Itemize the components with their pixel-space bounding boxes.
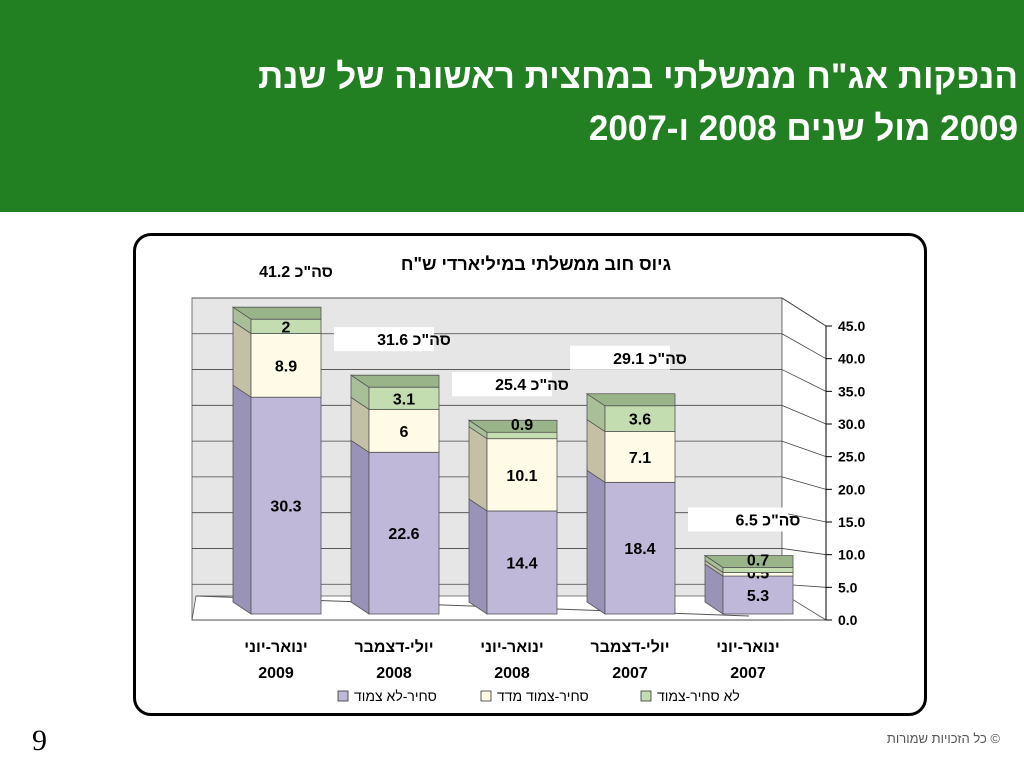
- total-label: סה"כ 6.5: [736, 512, 801, 529]
- total-label-box: [334, 327, 434, 352]
- chart: 0.0 5.0 10.0 15.0 20.0 25.0 30.0 35.0 40.0 45.0 גי…: [191, 254, 865, 704]
- bar-value-label: 14.4: [506, 555, 537, 572]
- bar-top: [585, 393, 676, 407]
- slide-title-line-2: 2009 מול שנים 2008 ו-2007: [588, 109, 1018, 148]
- bar-value-label: 0.7: [747, 552, 769, 569]
- chart-title: גיוס חוב ממשלתי במיליארדי ש"ח: [401, 254, 672, 274]
- total-label-box: [570, 345, 670, 370]
- grid-line-side: [781, 440, 827, 458]
- grid-line-side: [781, 333, 827, 360]
- bar-segment-side: [468, 425, 488, 512]
- y-tick-label: 20.0: [838, 481, 865, 497]
- bar-value-label: 3.6: [629, 412, 651, 429]
- x-category-label: ינואר-יוני: [244, 639, 307, 656]
- y-tick-label: 30.0: [838, 416, 865, 432]
- bar-segment-side: [468, 498, 488, 615]
- x-category-label: ינואר-יוני: [480, 639, 543, 656]
- slide-header: הנפקות אג"ח ממשלתי במחצית ראשונה של שנת …: [0, 0, 1024, 212]
- bar-segment: [604, 481, 676, 615]
- total-label: סה"כ 29.1: [613, 351, 687, 368]
- x-category-year: 2007: [612, 665, 648, 682]
- bar-segment: [604, 431, 676, 483]
- bar-value-label: 30.3: [270, 499, 301, 516]
- y-tick-label: 15.0: [838, 514, 865, 530]
- bar-segment-side: [232, 320, 252, 398]
- bar-value-label: 6: [400, 424, 409, 441]
- copyright-notice: © כל הזכויות שמורות: [886, 731, 1000, 746]
- bar-segment: [486, 510, 558, 615]
- y-tick-label: 35.0: [838, 383, 865, 399]
- x-category-year: 2008: [494, 665, 530, 682]
- bar-value-label: 5.3: [747, 588, 769, 605]
- bar-value-label: 7.1: [629, 450, 651, 467]
- total-label-box: [452, 372, 552, 397]
- bar-segment-side: [232, 384, 252, 615]
- slide-title-line-1: הנפקות אג"ח ממשלתי במחצית ראשונה של שנת: [258, 57, 1018, 96]
- total-label: סה"כ 25.4: [495, 377, 569, 394]
- total-label-box: [688, 507, 788, 532]
- x-category-year: 2008: [376, 665, 412, 682]
- grid-line-side: [781, 548, 827, 556]
- x-category-label: יולי-דצמבר: [590, 638, 669, 656]
- x-category-label: ינואר-יוני: [716, 639, 779, 656]
- bar-segment: [486, 438, 558, 512]
- bar-segment: [604, 405, 676, 432]
- bar-value-label: 18.4: [624, 541, 655, 558]
- bar-value-label: 3.1: [393, 391, 415, 408]
- x-category-year: 2007: [730, 665, 766, 682]
- y-tick-label: 5.0: [838, 579, 858, 595]
- bar-segment: [250, 333, 322, 398]
- bar-value-label: 0.9: [511, 417, 533, 434]
- bar-segment: [368, 451, 440, 615]
- total-label: סה"כ 41.2: [259, 264, 333, 281]
- bar-top: [467, 419, 558, 433]
- grid-line-side: [781, 476, 827, 490]
- page-number: 9: [32, 724, 47, 757]
- bar-value-label: 10.1: [506, 468, 537, 485]
- legend-swatch: [480, 690, 492, 702]
- legend-label: סחיר-צמוד מדד: [497, 688, 589, 704]
- y-tick-label: 25.0: [838, 449, 865, 465]
- x-category-year: 2009: [258, 665, 294, 682]
- x-category-label: יולי-דצמבר: [354, 638, 433, 656]
- chart-frame: 0.0 5.0 10.0 15.0 20.0 25.0 30.0 35.0 40.0 45.0 גי…: [133, 233, 927, 716]
- bar-top: [231, 306, 322, 320]
- legend-label: לא סחיר-צמוד: [657, 688, 740, 704]
- grid-line-side: [781, 512, 827, 523]
- y-tick-label: 0.0: [838, 612, 858, 628]
- bar-top: [703, 555, 794, 568]
- bar-segment: [368, 408, 440, 453]
- legend-swatch: [337, 690, 349, 702]
- bar-top: [349, 374, 440, 388]
- grid-line-side: [781, 297, 827, 327]
- bar-value-label: 2: [282, 319, 291, 336]
- bar-segment-side: [350, 439, 370, 615]
- grid-line-side: [781, 369, 827, 392]
- bar-value-label: 8.9: [275, 358, 297, 375]
- total-label-box: [216, 259, 316, 284]
- y-tick-label: 40.0: [838, 351, 865, 367]
- y-tick-label: 45.0: [838, 318, 865, 334]
- legend-label: סחיר-לא צמוד: [354, 688, 437, 704]
- bar-segment: [250, 396, 322, 615]
- grid-line-side: [781, 404, 827, 425]
- bar-value-label: 22.6: [388, 526, 419, 543]
- bar-segment-side: [586, 469, 606, 615]
- total-label: סה"כ 31.6: [377, 332, 451, 349]
- y-tick-label: 10.0: [838, 547, 865, 563]
- legend-swatch: [640, 690, 652, 702]
